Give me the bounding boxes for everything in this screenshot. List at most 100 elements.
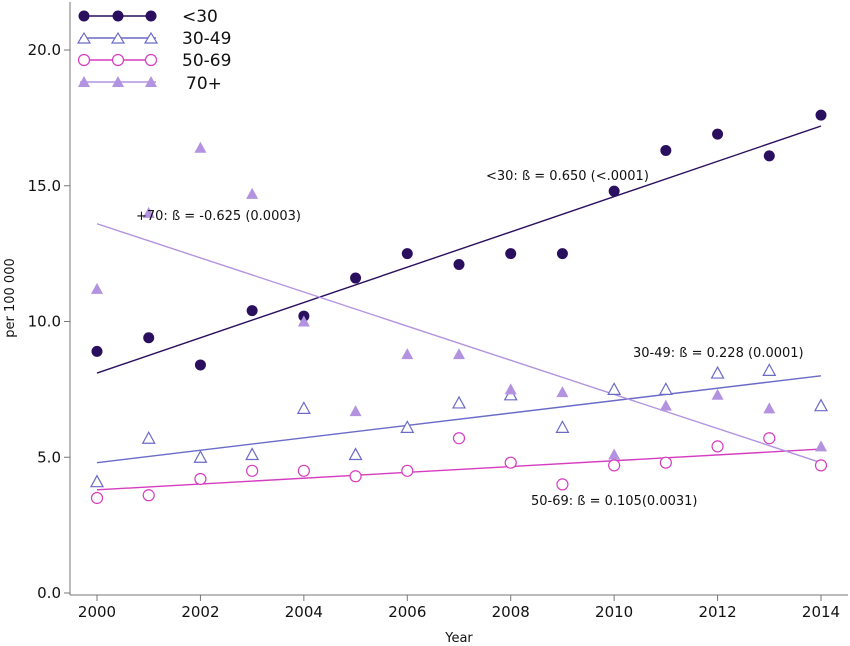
x-tick-label: 2000	[78, 603, 116, 621]
point-30-49	[245, 447, 260, 461]
legend-marker-50-69-b	[111, 53, 125, 67]
point-50-69	[556, 478, 569, 491]
annotations: <30: ß = 0.650 (<.0001) 30-49: ß = 0.228…	[136, 169, 804, 509]
legend-label-under-30: <30	[182, 7, 218, 27]
point-30-49	[400, 420, 415, 433]
point-30-49	[710, 365, 725, 379]
trendline-under-30	[96, 125, 822, 374]
point-70-plus	[556, 386, 569, 398]
y-tick-label: 10.0	[28, 313, 61, 331]
trendline-30-49	[96, 375, 822, 464]
point-70-plus	[349, 405, 362, 417]
point-50-69	[297, 464, 310, 477]
point-50-69	[90, 491, 104, 505]
x-ticks: 2000 2002 2004 2006 2008 2010 2012 2014	[78, 595, 840, 621]
point-30-49	[89, 474, 105, 488]
markers	[89, 109, 829, 505]
point-50-69	[194, 472, 207, 486]
legend-marker-under-30-a	[78, 10, 90, 22]
point-30-49	[193, 449, 208, 463]
point-70-plus	[608, 448, 621, 460]
point-70-plus	[711, 388, 724, 400]
point-under-30	[660, 144, 672, 156]
legend-item-50-69: 50-69	[77, 51, 231, 71]
point-under-30	[143, 332, 155, 344]
series-50-69	[90, 432, 828, 505]
point-under-30	[246, 305, 258, 317]
point-under-30	[350, 272, 362, 284]
y-ticks: 0.0 5.0 10.0 15.0 20.0	[28, 41, 70, 602]
point-50-69	[608, 459, 621, 472]
point-30-49	[658, 382, 673, 395]
legend-marker-70-plus-c	[145, 76, 157, 87]
legend-item-under-30: <30	[78, 7, 218, 27]
point-30-49	[555, 420, 570, 433]
point-30-49	[813, 398, 829, 412]
point-50-69	[711, 440, 724, 453]
point-70-plus	[763, 402, 776, 414]
y-tick-label: 0.0	[37, 584, 61, 602]
point-50-69	[504, 456, 517, 469]
trendline-50-69	[96, 448, 822, 491]
legend-marker-50-69-a	[77, 53, 91, 67]
point-70-plus	[453, 348, 465, 360]
x-tick-label: 2006	[388, 603, 426, 621]
y-tick-label: 15.0	[28, 177, 61, 195]
series-70-plus	[91, 141, 827, 460]
point-50-69	[659, 456, 672, 469]
point-under-30	[505, 248, 517, 260]
point-50-69	[349, 470, 362, 483]
legend-item-30-49: 30-49	[76, 29, 231, 49]
point-50-69	[401, 464, 414, 477]
trendlines	[96, 125, 822, 491]
point-under-30	[815, 109, 827, 121]
legend-marker-30-49-a	[76, 31, 92, 44]
point-30-49	[451, 395, 467, 409]
point-70-plus	[194, 141, 207, 153]
point-70-plus	[246, 187, 259, 199]
y-tick-label: 20.0	[28, 41, 61, 59]
point-under-30	[453, 258, 465, 270]
x-tick-label: 2004	[285, 603, 323, 621]
point-70-plus	[815, 440, 827, 452]
point-50-69	[142, 489, 155, 502]
point-50-69	[452, 432, 466, 445]
x-tick-label: 2010	[595, 603, 633, 621]
point-30-49	[141, 430, 156, 444]
point-under-30	[556, 248, 568, 260]
x-tick-label: 2008	[492, 603, 530, 621]
series-30-49	[89, 363, 829, 488]
trendline-70-plus	[96, 223, 822, 464]
point-50-69	[763, 432, 776, 445]
point-under-30	[763, 150, 775, 162]
point-30-49	[296, 401, 311, 414]
legend-marker-70-plus-b	[112, 76, 124, 87]
point-50-69	[246, 464, 259, 477]
point-70-plus	[659, 399, 672, 411]
legend-item-70-plus: 70+	[78, 74, 222, 94]
legend: <30 30-49 50-69 70+	[76, 7, 231, 94]
point-under-30	[91, 345, 103, 357]
annotation-30-49: 30-49: ß = 0.228 (0.0001)	[633, 346, 804, 361]
legend-marker-under-30-b	[112, 10, 124, 22]
legend-label-30-49: 30-49	[182, 29, 231, 49]
point-under-30	[712, 128, 724, 140]
point-70-plus	[401, 348, 414, 360]
legend-marker-30-49-b	[110, 31, 126, 44]
point-under-30	[401, 248, 413, 260]
point-50-69	[814, 459, 828, 472]
y-axis-title: per 100 000	[3, 258, 18, 338]
point-30-49	[762, 363, 777, 376]
x-tick-label: 2012	[698, 603, 736, 621]
point-30-49	[607, 382, 622, 395]
point-under-30	[608, 185, 620, 197]
annotation-50-69: 50-69: ß = 0.105(0.0031)	[531, 494, 697, 509]
point-70-plus	[91, 282, 103, 294]
point-70-plus	[504, 383, 517, 395]
legend-marker-70-plus-a	[78, 76, 90, 87]
y-tick-label: 5.0	[37, 448, 61, 466]
x-axis-title: Year	[444, 631, 473, 646]
x-tick-label: 2014	[802, 603, 840, 621]
